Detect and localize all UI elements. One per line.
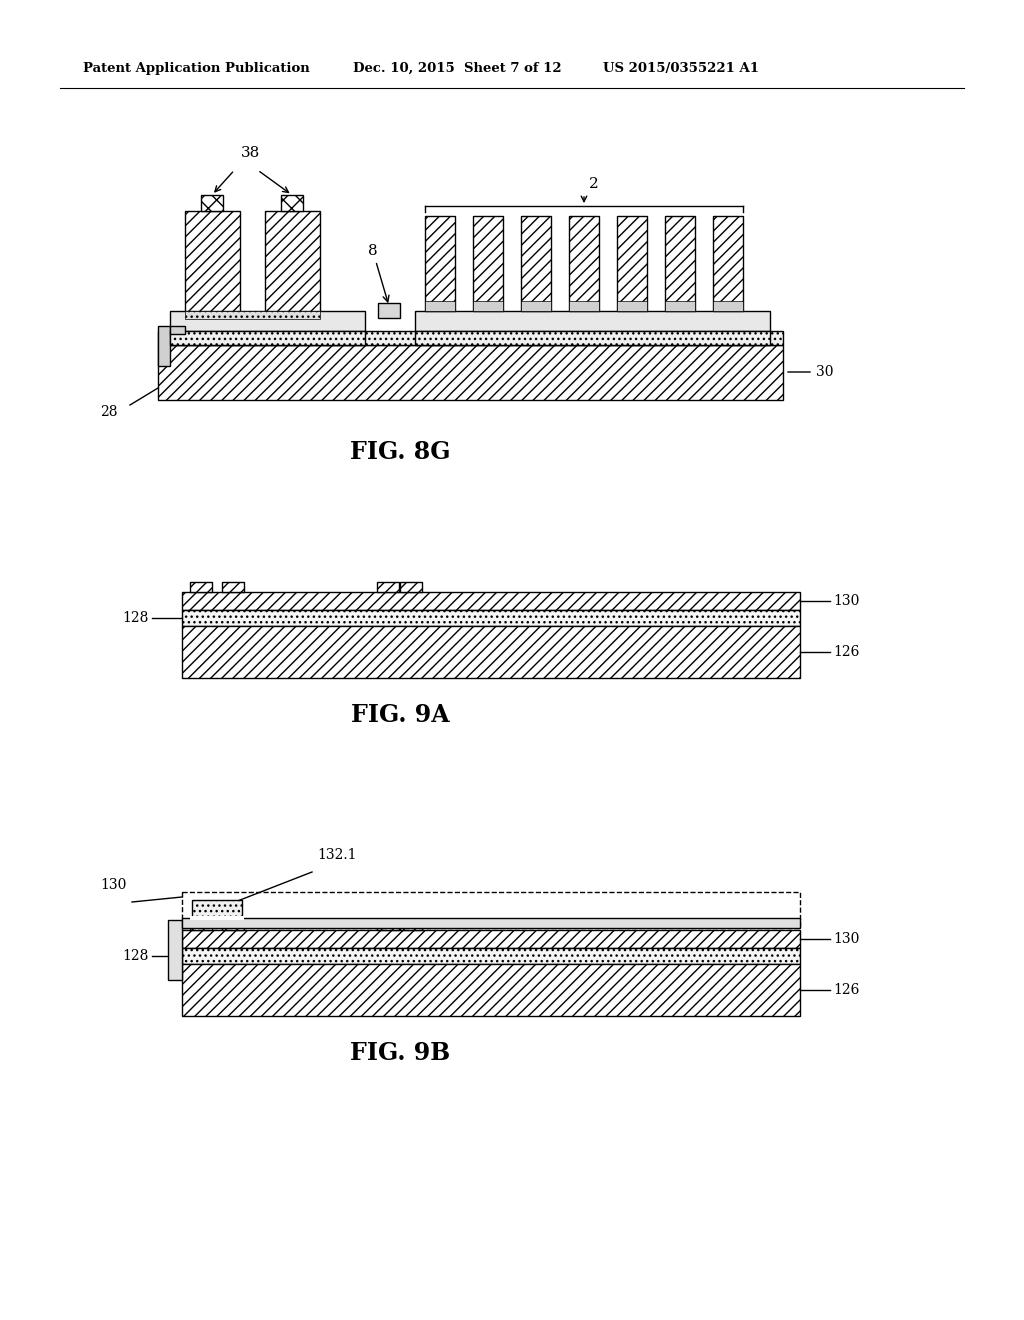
Text: Dec. 10, 2015  Sheet 7 of 12: Dec. 10, 2015 Sheet 7 of 12 — [353, 62, 561, 75]
Text: 38: 38 — [241, 147, 260, 160]
Bar — [617, 216, 647, 312]
Bar — [378, 304, 400, 318]
Bar — [425, 301, 455, 312]
Text: 130: 130 — [100, 878, 127, 892]
Bar — [182, 610, 800, 626]
Bar — [713, 301, 743, 312]
Text: Patent Application Publication: Patent Application Publication — [83, 62, 309, 75]
Bar — [170, 331, 365, 345]
Text: 2: 2 — [589, 177, 599, 191]
Bar — [190, 916, 244, 920]
Text: 8: 8 — [368, 244, 389, 302]
Bar — [222, 920, 244, 931]
Bar — [182, 591, 800, 610]
Bar — [569, 216, 599, 312]
Bar — [190, 582, 212, 591]
Bar — [190, 920, 212, 931]
Bar — [425, 216, 455, 312]
Bar — [158, 345, 783, 400]
Bar — [473, 301, 503, 312]
Bar — [665, 301, 695, 312]
Bar — [377, 920, 399, 931]
Bar — [415, 312, 770, 331]
Bar — [265, 211, 319, 312]
Bar — [182, 948, 800, 964]
Bar — [182, 917, 800, 928]
Bar — [182, 964, 800, 1016]
Bar — [521, 301, 551, 312]
Text: 130: 130 — [833, 932, 859, 946]
Text: 28: 28 — [100, 405, 118, 418]
Bar — [182, 931, 800, 948]
Bar — [170, 312, 365, 331]
Bar — [377, 582, 399, 591]
Bar — [185, 211, 240, 312]
Bar — [400, 582, 422, 591]
Text: 128: 128 — [123, 949, 150, 964]
Bar — [617, 301, 647, 312]
Bar — [201, 195, 223, 211]
Bar — [521, 216, 551, 312]
Bar — [473, 216, 503, 312]
Text: 30: 30 — [816, 366, 834, 379]
Bar — [170, 326, 185, 334]
Bar — [569, 301, 599, 312]
Text: 132.1: 132.1 — [317, 847, 356, 862]
Bar — [158, 331, 783, 345]
Bar — [222, 582, 244, 591]
Bar — [185, 312, 319, 319]
Text: 130: 130 — [833, 594, 859, 609]
Bar — [665, 216, 695, 312]
Text: FIG. 8G: FIG. 8G — [350, 440, 451, 465]
Text: 126: 126 — [833, 983, 859, 997]
Text: US 2015/0355221 A1: US 2015/0355221 A1 — [603, 62, 759, 75]
Bar — [182, 892, 800, 928]
Bar — [168, 920, 182, 979]
Bar — [158, 326, 170, 366]
Bar — [713, 216, 743, 312]
Text: FIG. 9B: FIG. 9B — [350, 1041, 451, 1065]
Bar — [193, 900, 242, 917]
Text: 126: 126 — [833, 645, 859, 659]
Bar — [182, 626, 800, 678]
Bar — [415, 331, 770, 345]
Text: 128: 128 — [123, 611, 150, 624]
Bar — [400, 920, 422, 931]
Bar — [281, 195, 303, 211]
Text: FIG. 9A: FIG. 9A — [350, 704, 450, 727]
